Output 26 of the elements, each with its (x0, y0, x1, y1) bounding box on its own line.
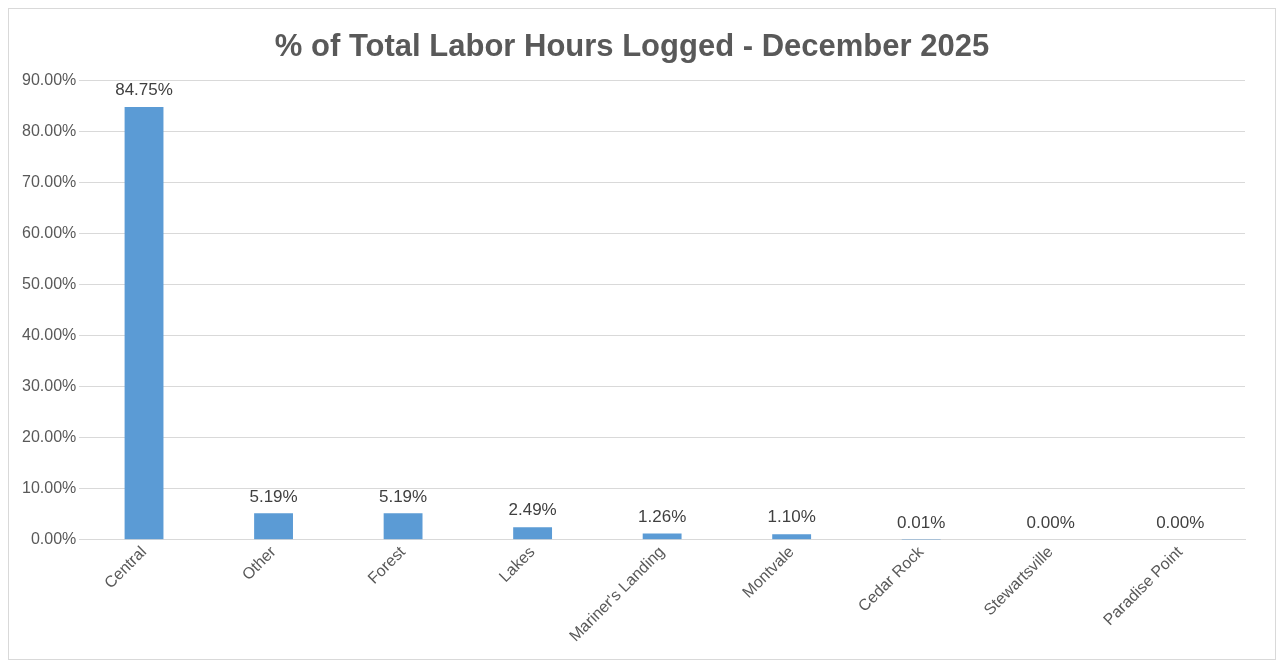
y-tick-label: 90.00% (22, 70, 77, 88)
data-label: 2.49% (508, 500, 557, 520)
bar (513, 527, 553, 540)
y-tick-label: 70.00% (22, 172, 77, 190)
bar (772, 534, 812, 540)
data-label: 5.19% (249, 486, 298, 506)
bar (383, 513, 423, 540)
y-tick-label: 20.00% (22, 428, 77, 446)
data-label: 1.26% (638, 506, 687, 526)
y-tick-label: 40.00% (22, 325, 77, 343)
data-label: 0.00% (1026, 513, 1075, 533)
data-label: 0.00% (1156, 513, 1205, 533)
y-tick-label: 80.00% (22, 121, 77, 139)
y-tick-label: 0.00% (30, 530, 77, 548)
bar (254, 513, 293, 540)
bar (124, 107, 164, 540)
data-label: 84.75% (115, 80, 173, 100)
y-tick-label: 60.00% (22, 223, 77, 241)
data-label: 5.19% (378, 486, 428, 506)
y-tick-label: 10.00% (22, 479, 77, 497)
y-tick-label: 30.00% (22, 377, 77, 395)
data-label: 0.01% (897, 512, 946, 532)
data-label: 1.10% (767, 507, 816, 527)
bar (642, 533, 682, 540)
chart-title: % of Total Labor Hours Logged - December 2025 (274, 28, 990, 64)
y-tick-label: 50.00% (22, 274, 77, 292)
